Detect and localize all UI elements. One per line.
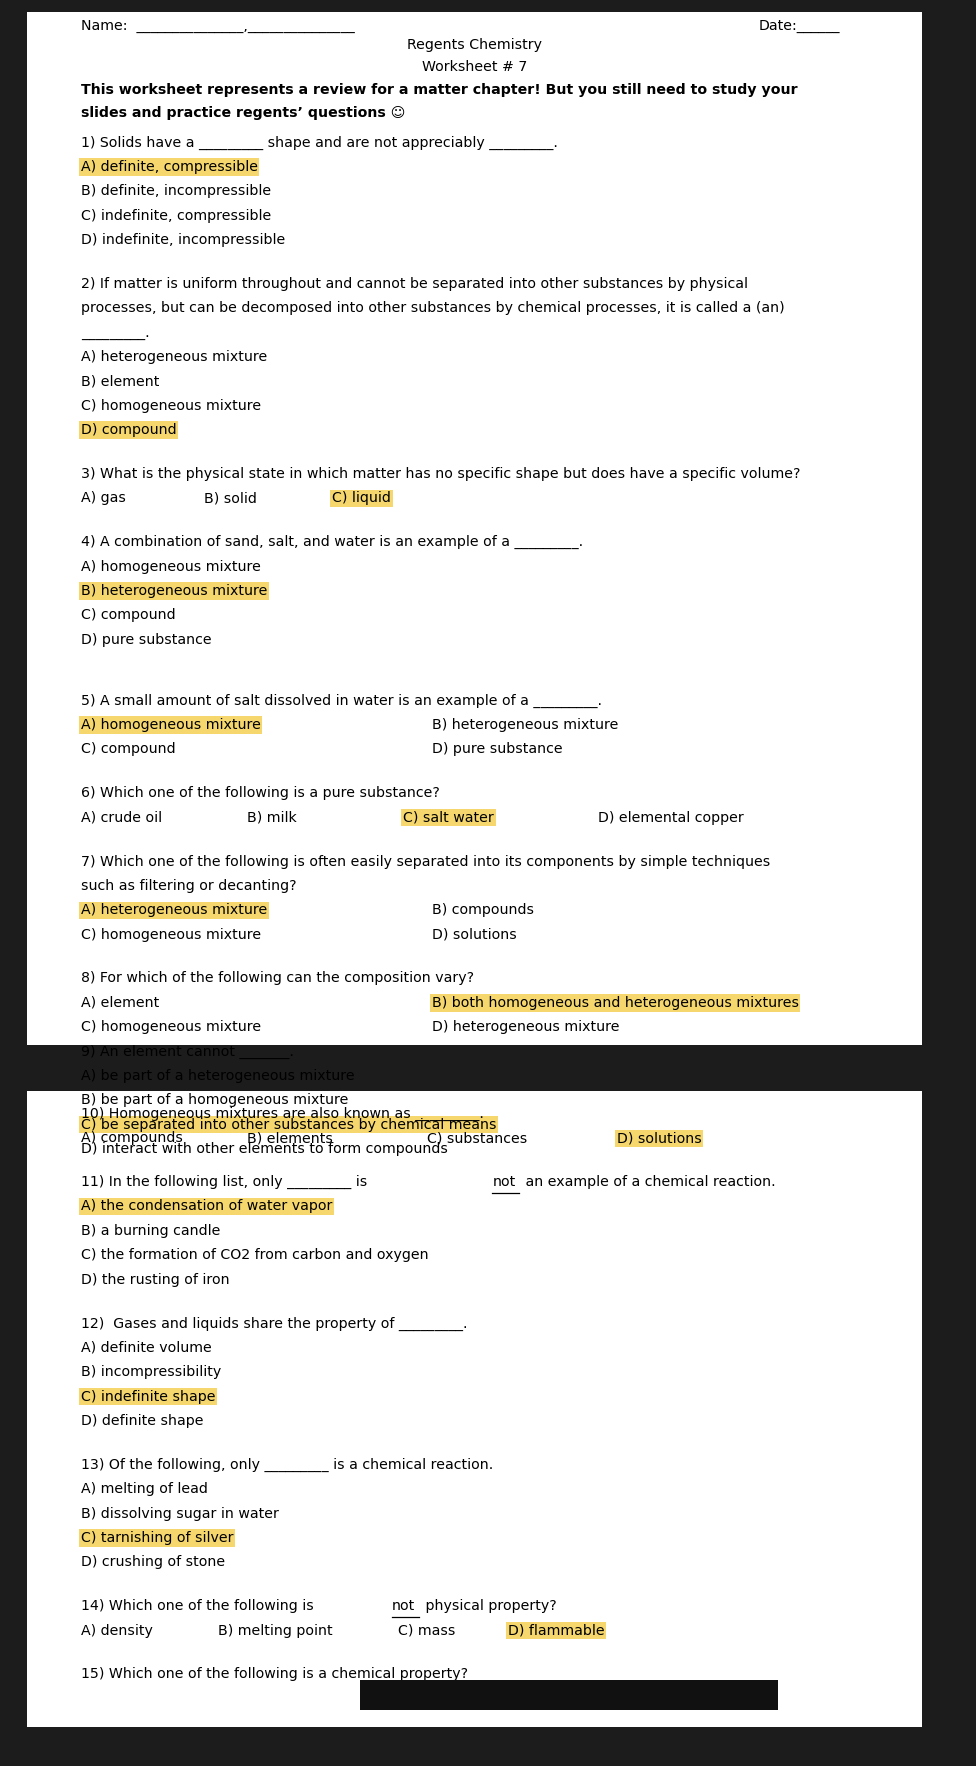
Text: B) definite, incompressible: B) definite, incompressible <box>81 184 270 198</box>
Text: 6) Which one of the following is a pure substance?: 6) Which one of the following is a pure … <box>81 786 439 800</box>
Text: _________.: _________. <box>81 325 149 339</box>
Text: C) the formation of CO2 from carbon and oxygen: C) the formation of CO2 from carbon and … <box>81 1249 428 1263</box>
Text: D) the rusting of iron: D) the rusting of iron <box>81 1273 229 1287</box>
Text: 11) In the following list, only _________ is: 11) In the following list, only ________… <box>81 1174 372 1189</box>
Text: 7) Which one of the following is often easily separated into its components by s: 7) Which one of the following is often e… <box>81 855 770 869</box>
Text: 1) Solids have a _________ shape and are not appreciably _________.: 1) Solids have a _________ shape and are… <box>81 136 557 150</box>
Text: physical property?: physical property? <box>422 1600 557 1612</box>
Text: such as filtering or decanting?: such as filtering or decanting? <box>81 879 297 894</box>
Text: D) flammable: D) flammable <box>508 1623 604 1637</box>
Text: D) compound: D) compound <box>81 424 177 438</box>
Text: 10) Homogeneous mixtures are also known as _________.: 10) Homogeneous mixtures are also known … <box>81 1107 483 1121</box>
Text: 14) Which one of the following is: 14) Which one of the following is <box>81 1600 318 1612</box>
Text: D) interact with other elements to form compounds: D) interact with other elements to form … <box>81 1143 448 1157</box>
FancyBboxPatch shape <box>360 1679 778 1709</box>
Text: an example of a chemical reaction.: an example of a chemical reaction. <box>521 1174 775 1189</box>
Text: A) melting of lead: A) melting of lead <box>81 1482 208 1496</box>
Text: 4) A combination of sand, salt, and water is an example of a _________.: 4) A combination of sand, salt, and wate… <box>81 535 583 549</box>
Text: 2) If matter is uniform throughout and cannot be separated into other substances: 2) If matter is uniform throughout and c… <box>81 277 748 291</box>
Text: not: not <box>391 1600 415 1612</box>
Text: 12)  Gases and liquids share the property of _________.: 12) Gases and liquids share the property… <box>81 1316 468 1330</box>
Text: D) heterogeneous mixture: D) heterogeneous mixture <box>431 1021 619 1035</box>
Text: C) tarnishing of silver: C) tarnishing of silver <box>81 1531 233 1545</box>
FancyBboxPatch shape <box>26 12 922 1045</box>
Text: D) solutions: D) solutions <box>617 1132 702 1144</box>
Text: Worksheet # 7: Worksheet # 7 <box>422 60 527 74</box>
Text: B) melting point: B) melting point <box>219 1623 333 1637</box>
Text: B) dissolving sugar in water: B) dissolving sugar in water <box>81 1506 278 1521</box>
Text: B) milk: B) milk <box>247 811 297 825</box>
Text: 15) Which one of the following is a chemical property?: 15) Which one of the following is a chem… <box>81 1667 468 1681</box>
Text: B) both homogeneous and heterogeneous mixtures: B) both homogeneous and heterogeneous mi… <box>431 996 798 1010</box>
Text: B) be part of a homogeneous mixture: B) be part of a homogeneous mixture <box>81 1093 348 1107</box>
Text: A) homogeneous mixture: A) homogeneous mixture <box>81 560 261 574</box>
Text: 5) A small amount of salt dissolved in water is an example of a _________.: 5) A small amount of salt dissolved in w… <box>81 694 601 708</box>
Text: C) be separated into other substances by chemical means: C) be separated into other substances by… <box>81 1118 496 1132</box>
Text: B) heterogeneous mixture: B) heterogeneous mixture <box>81 585 267 599</box>
Text: 13) Of the following, only _________ is a chemical reaction.: 13) Of the following, only _________ is … <box>81 1457 493 1471</box>
Text: A) compounds: A) compounds <box>81 1132 183 1144</box>
Text: B) compounds: B) compounds <box>431 902 534 917</box>
Text: C) substances: C) substances <box>427 1132 527 1144</box>
Text: A) definite volume: A) definite volume <box>81 1340 212 1355</box>
Text: A) heterogeneous mixture: A) heterogeneous mixture <box>81 350 266 364</box>
Text: A) heterogeneous mixture: A) heterogeneous mixture <box>81 902 266 917</box>
Text: A) gas: A) gas <box>81 491 126 505</box>
Text: A) element: A) element <box>81 996 159 1010</box>
Text: B) element: B) element <box>81 374 159 389</box>
Text: C) mass: C) mass <box>398 1623 456 1637</box>
Text: A) be part of a heterogeneous mixture: A) be part of a heterogeneous mixture <box>81 1068 354 1083</box>
Text: B) heterogeneous mixture: B) heterogeneous mixture <box>431 719 618 733</box>
Text: Date:______: Date:______ <box>759 19 840 34</box>
Text: A) homogeneous mixture: A) homogeneous mixture <box>81 719 261 733</box>
Text: D) crushing of stone: D) crushing of stone <box>81 1556 224 1570</box>
Text: C) homogeneous mixture: C) homogeneous mixture <box>81 399 261 413</box>
Text: processes, but can be decomposed into other substances by chemical processes, it: processes, but can be decomposed into ot… <box>81 302 785 316</box>
Text: D) elemental copper: D) elemental copper <box>597 811 744 825</box>
Text: B) solid: B) solid <box>204 491 257 505</box>
Text: C) homogeneous mixture: C) homogeneous mixture <box>81 1021 261 1035</box>
Text: 9) An element cannot _______.: 9) An element cannot _______. <box>81 1045 294 1060</box>
Text: B) a burning candle: B) a burning candle <box>81 1224 220 1238</box>
Text: D) indefinite, incompressible: D) indefinite, incompressible <box>81 233 285 247</box>
FancyBboxPatch shape <box>26 1091 922 1727</box>
Text: A) crude oil: A) crude oil <box>81 811 162 825</box>
Text: 3) What is the physical state in which matter has no specific shape but does hav: 3) What is the physical state in which m… <box>81 466 800 480</box>
Text: C) homogeneous mixture: C) homogeneous mixture <box>81 927 261 941</box>
Text: slides and practice regents’ questions ☺: slides and practice regents’ questions ☺ <box>81 106 405 120</box>
Text: This worksheet represents a review for a matter chapter! But you still need to s: This worksheet represents a review for a… <box>81 83 797 97</box>
Text: C) compound: C) compound <box>81 608 176 622</box>
Text: Name:  _______________,_______________: Name: _______________,_______________ <box>81 19 354 34</box>
Text: C) compound: C) compound <box>81 742 176 756</box>
Text: B) elements: B) elements <box>247 1132 333 1144</box>
Text: A) definite, compressible: A) definite, compressible <box>81 161 258 173</box>
Text: D) definite shape: D) definite shape <box>81 1415 203 1429</box>
Text: C) indefinite, compressible: C) indefinite, compressible <box>81 208 271 223</box>
Text: D) solutions: D) solutions <box>431 927 516 941</box>
Text: not: not <box>492 1174 515 1189</box>
Text: A) density: A) density <box>81 1623 152 1637</box>
Text: D) pure substance: D) pure substance <box>81 632 211 646</box>
Text: C) salt water: C) salt water <box>403 811 494 825</box>
Text: C) liquid: C) liquid <box>332 491 390 505</box>
Text: C) indefinite shape: C) indefinite shape <box>81 1390 215 1404</box>
Text: B) incompressibility: B) incompressibility <box>81 1365 221 1379</box>
Text: 8) For which of the following can the composition vary?: 8) For which of the following can the co… <box>81 971 473 985</box>
Text: D) pure substance: D) pure substance <box>431 742 562 756</box>
Text: A) the condensation of water vapor: A) the condensation of water vapor <box>81 1199 332 1213</box>
Text: Regents Chemistry: Regents Chemistry <box>407 39 542 53</box>
